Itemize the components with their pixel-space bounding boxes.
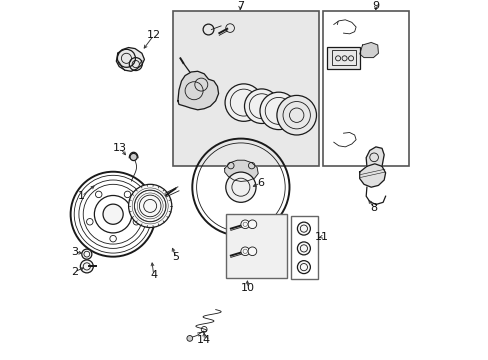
Circle shape (128, 184, 171, 228)
Text: 10: 10 (240, 283, 254, 293)
Text: 7: 7 (236, 1, 243, 12)
Text: 5: 5 (172, 252, 179, 262)
Circle shape (244, 89, 279, 123)
Text: 12: 12 (146, 30, 161, 40)
Text: 2: 2 (71, 267, 78, 277)
Text: 13: 13 (113, 143, 127, 153)
Text: 4: 4 (150, 270, 157, 280)
Circle shape (241, 220, 249, 229)
Polygon shape (359, 42, 378, 58)
Circle shape (186, 336, 192, 341)
Bar (290, 216, 317, 279)
Bar (226, 214, 286, 278)
Circle shape (224, 84, 262, 121)
Circle shape (297, 222, 310, 235)
Text: 9: 9 (371, 1, 379, 12)
Circle shape (247, 247, 256, 256)
Circle shape (225, 172, 256, 202)
Bar (326, 47, 360, 69)
Text: 8: 8 (370, 203, 377, 213)
Circle shape (247, 220, 256, 229)
Polygon shape (366, 147, 384, 166)
Text: 11: 11 (314, 232, 328, 242)
Text: 1: 1 (78, 191, 85, 201)
Polygon shape (116, 48, 144, 71)
Polygon shape (359, 164, 385, 187)
Circle shape (297, 261, 310, 274)
Polygon shape (224, 160, 258, 181)
Text: 3: 3 (71, 247, 78, 257)
Circle shape (276, 95, 316, 135)
Bar (331, 50, 355, 65)
Circle shape (241, 247, 249, 256)
Circle shape (103, 204, 123, 224)
Bar (322, 11, 408, 166)
Circle shape (80, 260, 93, 273)
Circle shape (130, 153, 137, 161)
Circle shape (81, 249, 92, 259)
Text: 14: 14 (197, 335, 211, 345)
Circle shape (297, 242, 310, 255)
Bar (173, 11, 318, 166)
Polygon shape (178, 71, 218, 110)
Circle shape (260, 92, 297, 130)
Text: 6: 6 (257, 178, 264, 188)
